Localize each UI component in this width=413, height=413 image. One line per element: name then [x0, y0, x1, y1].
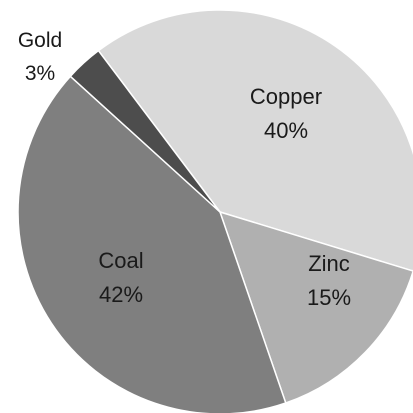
pie-slice-coal — [17, 75, 287, 413]
slice-value-copper: 40% — [264, 118, 308, 143]
slice-value-coal: 42% — [99, 282, 143, 307]
slice-value-gold: 3% — [25, 62, 55, 85]
slice-label-gold: Gold — [18, 29, 62, 52]
labels-layer: Copper 40% Zinc 15% Coal 42% Gold 3% — [18, 29, 351, 310]
slices-layer — [17, 9, 413, 413]
slice-label-coal: Coal — [98, 248, 143, 273]
slice-label-zinc: Zinc — [308, 251, 350, 276]
pie-slice-gold — [69, 49, 221, 213]
pie-slice-copper — [97, 9, 413, 272]
slice-label-copper: Copper — [250, 84, 322, 109]
slice-value-zinc: 15% — [307, 285, 351, 310]
pie-slice-zinc — [218, 210, 413, 404]
